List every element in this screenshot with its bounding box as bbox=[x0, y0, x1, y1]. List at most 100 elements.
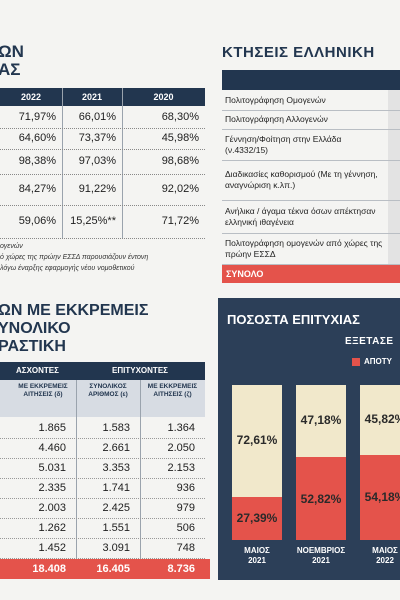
cell: 1.583 bbox=[102, 422, 130, 434]
row-divider bbox=[222, 233, 400, 234]
section-title: ΩΝ bbox=[0, 42, 24, 61]
cell: 1.551 bbox=[102, 522, 130, 534]
cell: 71,72% bbox=[161, 214, 199, 227]
bar-segment bbox=[296, 457, 346, 540]
value-label: 45,82% bbox=[364, 411, 400, 426]
cell: 936 bbox=[176, 482, 195, 494]
column-divider bbox=[76, 380, 77, 559]
row-divider bbox=[222, 129, 400, 130]
cell: 748 bbox=[176, 542, 195, 554]
cell: 71,97% bbox=[18, 110, 56, 123]
column-header: 2021 bbox=[81, 92, 103, 102]
cell: 1.452 bbox=[38, 542, 66, 554]
cell: 5.031 bbox=[38, 462, 66, 474]
cell: 64,60% bbox=[18, 131, 56, 144]
section-title: ΥΝΟΛΙΚΟ bbox=[0, 320, 71, 337]
header-bar bbox=[0, 88, 205, 106]
chart-subtitle: ΕΞΕΤΑΣΕ bbox=[345, 336, 394, 347]
row-label: Πολιτογράφηση ομογενών από χώρες της πρώ… bbox=[225, 237, 383, 259]
value-column bbox=[388, 90, 400, 264]
cell: 15,25%** bbox=[70, 214, 116, 227]
cell: 98,38% bbox=[18, 154, 56, 167]
bar-segment bbox=[232, 496, 282, 540]
header-bar bbox=[222, 70, 400, 90]
row-divider bbox=[0, 478, 205, 479]
row-divider bbox=[222, 110, 400, 111]
cell: 2.425 bbox=[102, 502, 130, 514]
chart-panel: ΠΟΣΟΣΤΑ ΕΠΙΤΥΧΙΑΣ ΕΞΕΤΑΣΕ ΑΠΟΤΥ 27,39% 72,61… bbox=[218, 298, 400, 580]
row-divider bbox=[0, 238, 205, 239]
row-label: Πολιτογράφηση Ομογενών bbox=[225, 95, 326, 106]
bar-segment bbox=[360, 383, 400, 455]
column-header: ΜΕ ΕΚΚΡΕΜΕΙΣ ΑΙΤΗΣΕΙΣ (ζ) bbox=[147, 383, 198, 399]
section-title: ΩΝ ΜΕ ΕΚΚΡΕΜΕΙΣ bbox=[0, 302, 149, 319]
cell: 97,03% bbox=[78, 154, 116, 167]
legend-swatch bbox=[352, 358, 360, 366]
total-cell: 18.408 bbox=[32, 563, 66, 575]
cell: 45,98% bbox=[161, 131, 199, 144]
cell: 1.865 bbox=[38, 422, 66, 434]
bar-segment bbox=[360, 454, 400, 540]
cell: 2.050 bbox=[167, 442, 195, 454]
cell: 506 bbox=[176, 522, 195, 534]
cell: 92,02% bbox=[161, 182, 199, 195]
value-label: 47,18% bbox=[300, 413, 342, 428]
row-label: Ανήλικα / άγαμα τέκνα όσων απέκτησαν ελλ… bbox=[225, 205, 376, 227]
footnote: ό χώρες της πρώην ΕΣΣΔ παρουσιάζουν έντο… bbox=[0, 254, 149, 261]
cell: 1.262 bbox=[38, 522, 66, 534]
cell: 3.353 bbox=[102, 462, 130, 474]
subheader-bar bbox=[0, 380, 205, 417]
bar-segment bbox=[296, 383, 346, 458]
column-header: ΜΕ ΕΚΚΡΕΜΕΙΣ ΑΙΤΗΣΕΙΣ (δ) bbox=[18, 383, 68, 399]
row-divider bbox=[0, 558, 205, 559]
row-divider bbox=[0, 538, 205, 539]
row-divider bbox=[0, 458, 205, 459]
cell: 1.741 bbox=[102, 482, 130, 494]
row-divider bbox=[0, 149, 205, 150]
row-label: Πολιτογράφηση Αλλογενών bbox=[225, 114, 328, 125]
chart-title: ΠΟΣΟΣΤΑ ΕΠΙΤΥΧΙΑΣ bbox=[227, 312, 360, 327]
section-title: ΑΣ bbox=[0, 60, 21, 79]
cell: 66,01% bbox=[78, 110, 116, 123]
section-title: ΚΤΗΣΕΙΣ ΕΛΛΗΝΙΚΗ bbox=[222, 44, 375, 61]
column-header: ΣΥΝΟΛΙΚΟΣ ΑΡΙΘΜΟΣ (ε) bbox=[88, 383, 128, 399]
cell: 2.003 bbox=[38, 502, 66, 514]
total-bar bbox=[222, 265, 400, 283]
row-divider bbox=[222, 200, 400, 201]
value-label: 52,82% bbox=[300, 491, 342, 506]
total-cell: 16.405 bbox=[96, 563, 130, 575]
cell: 2.153 bbox=[167, 462, 195, 474]
cell: 68,30% bbox=[161, 110, 199, 123]
row-label: Γέννηση/Φοίτηση στην Ελλάδα (ν.4332/15) bbox=[225, 133, 342, 155]
total-label: ΣΥΝΟΛΟ bbox=[226, 269, 264, 279]
x-tick-label: ΝΟΕΜΒΡΙΟΣ 2021 bbox=[296, 546, 346, 566]
cell: 2.335 bbox=[38, 482, 66, 494]
group-header: ΑΣΧΟΝΤΕΣ bbox=[16, 366, 59, 375]
value-label: 27,39% bbox=[236, 511, 278, 526]
bar-segment bbox=[232, 383, 282, 497]
row-label: Διαδικασίες καθορισμού (Με τη γέννηση, α… bbox=[225, 169, 378, 190]
footnote: ογενών bbox=[0, 243, 23, 250]
cell: 979 bbox=[176, 502, 195, 514]
row-divider bbox=[222, 160, 400, 161]
x-tick-label: ΜΑΙΟΣ 2021 bbox=[244, 546, 270, 566]
row-divider bbox=[0, 518, 205, 519]
cell: 3.091 bbox=[102, 542, 130, 554]
group-header: ΕΠΙΤΥΧΟΝΤΕΣ bbox=[112, 366, 168, 375]
cell: 98,68% bbox=[161, 154, 199, 167]
cell: 1.364 bbox=[167, 422, 195, 434]
cell: 4.460 bbox=[38, 442, 66, 454]
section-title: ΡΑΣΤΙΚΗ bbox=[0, 338, 66, 355]
column-divider bbox=[122, 88, 123, 238]
value-label: 72,61% bbox=[236, 432, 278, 447]
column-header: 2020 bbox=[153, 92, 174, 102]
column-divider bbox=[62, 88, 63, 238]
header-bar bbox=[0, 362, 205, 380]
legend-label: ΑΠΟΤΥ bbox=[364, 357, 392, 366]
x-tick-label: ΜΑΙΟΣ 2022 bbox=[372, 546, 398, 566]
row-divider bbox=[222, 264, 400, 265]
cell: 59,06% bbox=[18, 214, 56, 227]
total-bar bbox=[0, 559, 210, 579]
cell: 91,22% bbox=[78, 182, 116, 195]
